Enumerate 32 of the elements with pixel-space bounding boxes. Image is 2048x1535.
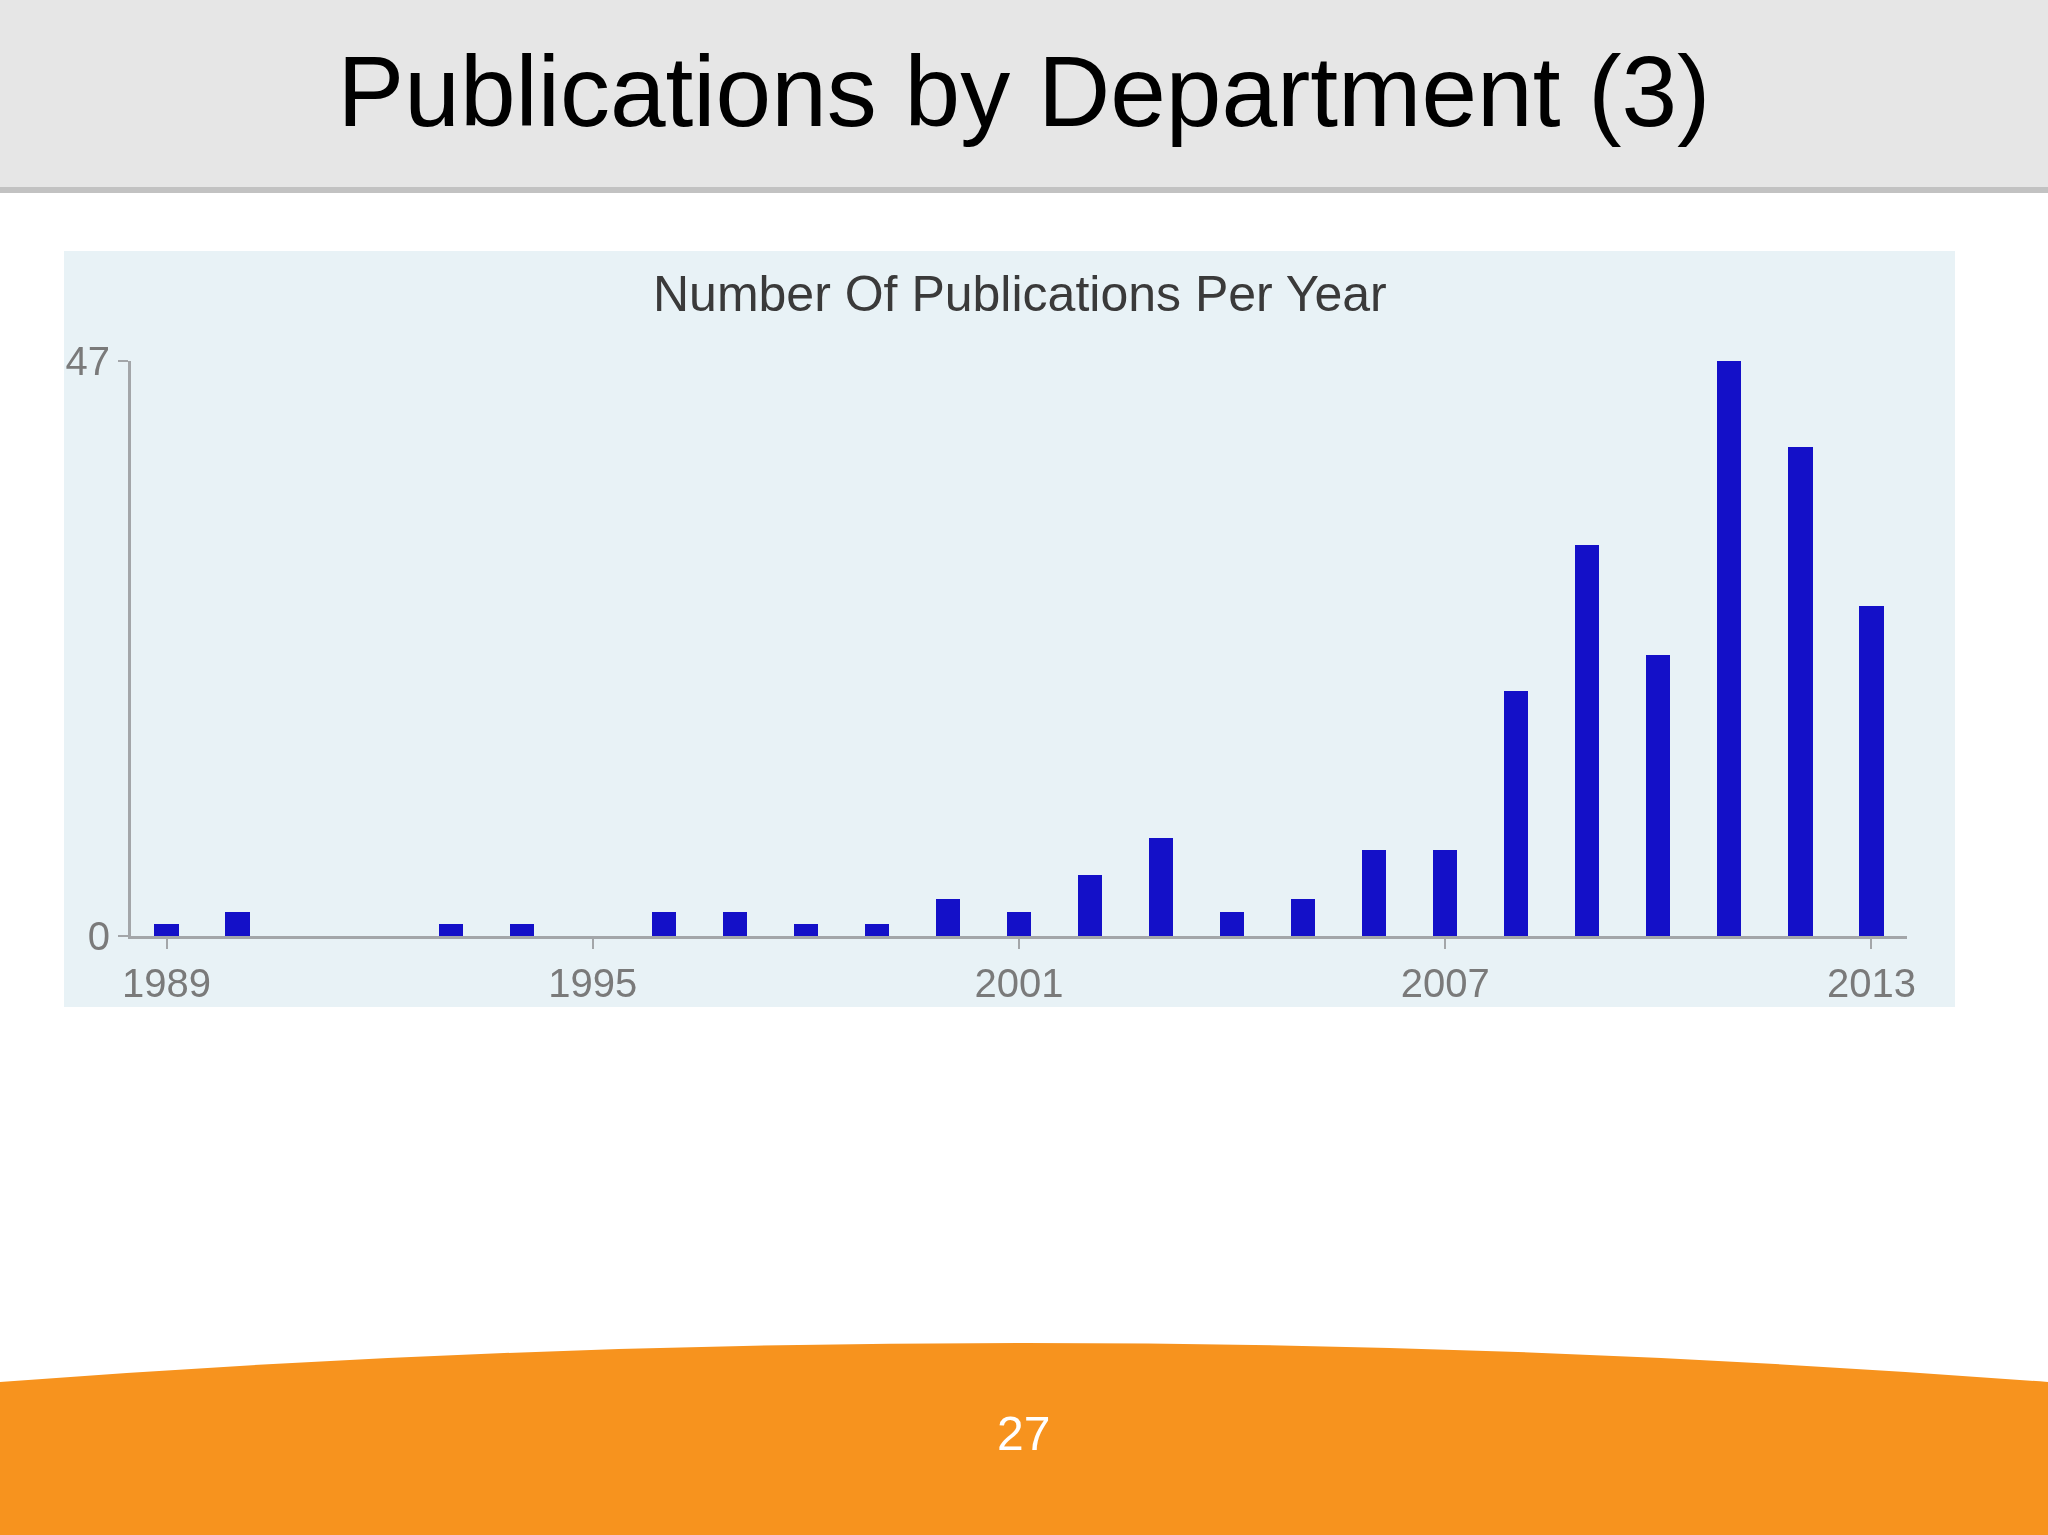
bar: [794, 924, 818, 936]
bar: [1007, 912, 1031, 936]
bar: [1291, 899, 1315, 936]
chart-subtitle: Number Of Publications Per Year: [653, 266, 1387, 322]
bar: [1717, 361, 1741, 936]
x-tick-label: 2001: [974, 961, 1064, 1005]
x-tick-label: 1989: [122, 961, 212, 1005]
bar: [723, 912, 747, 936]
bar: [1078, 875, 1102, 936]
bar: [1504, 691, 1528, 936]
bar: [1859, 606, 1884, 936]
x-tick-label: 2013: [1826, 961, 1916, 1005]
chart-title: Publications by Department (3): [337, 35, 1711, 147]
y-tick-label: 0: [87, 914, 110, 958]
bar: [1646, 655, 1670, 936]
text: 27: [997, 1407, 1051, 1460]
bar: [1433, 850, 1457, 936]
bar: [225, 912, 250, 936]
bar: [652, 912, 676, 936]
bar: [1788, 447, 1813, 936]
bar: [1220, 912, 1244, 936]
bar: [1149, 838, 1173, 936]
bar: [510, 924, 534, 936]
bar: [439, 924, 463, 936]
bar: [936, 899, 960, 936]
bar: [865, 924, 889, 936]
x-tick-label: 1995: [548, 961, 638, 1005]
bar: [1575, 545, 1599, 936]
y-tick-label: 47: [65, 339, 110, 383]
x-tick-label: 2007: [1400, 961, 1490, 1005]
bar: [154, 924, 179, 936]
bar: [1362, 850, 1386, 936]
